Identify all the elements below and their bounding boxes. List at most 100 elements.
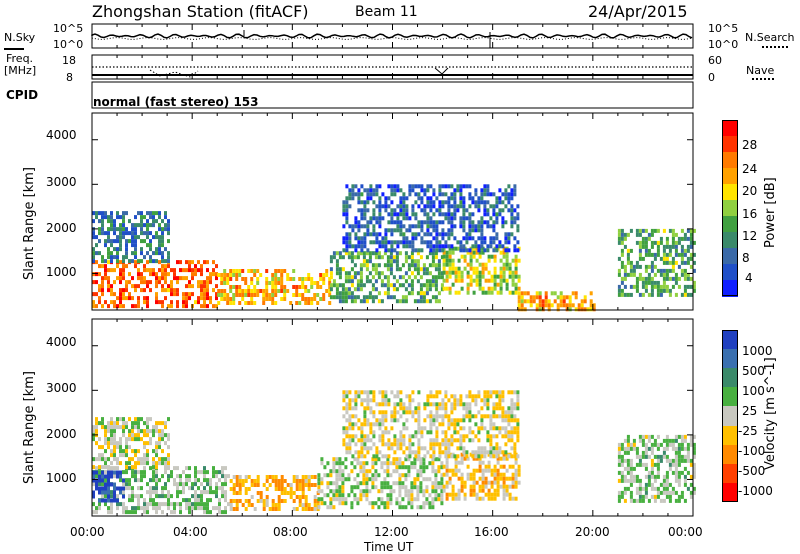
power-cell [335, 251, 339, 256]
velocity-cell [378, 402, 382, 407]
power-cell [541, 303, 545, 308]
power-cell [453, 208, 457, 213]
power-cell [671, 244, 675, 249]
power-cell [583, 299, 587, 304]
power-cell [477, 228, 481, 233]
velocity-cell [413, 481, 417, 486]
velocity-cell [469, 452, 473, 457]
power-cell [110, 239, 113, 244]
power-cell [620, 232, 624, 237]
velocity-cell [158, 421, 161, 426]
power-cell [274, 277, 278, 281]
power-cell [371, 275, 375, 280]
power-cell [374, 287, 378, 292]
power-cell [107, 231, 110, 236]
velocity-cell [356, 485, 360, 490]
power-cell [390, 212, 394, 217]
velocity-cell [98, 486, 101, 491]
power-cell [447, 212, 451, 217]
power-cell [483, 240, 487, 245]
velocity-cell [492, 454, 496, 459]
power-cell [389, 259, 393, 264]
power-cell [647, 272, 651, 277]
velocity-cell [440, 477, 444, 482]
power-cell [371, 263, 375, 268]
power-cell [206, 260, 209, 265]
power-cell [342, 236, 346, 241]
velocity-cell [372, 454, 376, 459]
velocity-cell [626, 478, 630, 483]
power-cell [405, 204, 409, 209]
velocity-cell [671, 458, 675, 463]
power-cell [149, 255, 152, 260]
power-cell [414, 212, 418, 217]
power-cell [550, 291, 554, 296]
velocity-cell [665, 442, 669, 447]
power-cell [338, 283, 342, 288]
power-cell [454, 274, 458, 279]
velocity-cell [113, 482, 116, 487]
velocity-cell [629, 474, 633, 479]
velocity-ytick-1000: 1000 [46, 471, 77, 485]
velocity-cell [95, 482, 98, 487]
velocity-cell [224, 494, 227, 499]
velocity-cell [508, 464, 512, 469]
power-cell [437, 299, 441, 304]
power-cell [220, 297, 224, 301]
power-cell [137, 284, 140, 289]
power-cell [295, 301, 299, 305]
power-cell [265, 293, 269, 297]
velocity-cell [492, 426, 496, 431]
power-cell [635, 280, 639, 285]
power-cell [232, 273, 236, 277]
velocity-cell [200, 494, 203, 499]
velocity-cell [413, 497, 417, 502]
velocity-cell [434, 481, 438, 486]
power-cell [492, 228, 496, 233]
power-cell [665, 260, 669, 265]
power-cell [445, 254, 449, 259]
power-cell [271, 301, 275, 305]
velocity-cell [122, 494, 125, 499]
cb-power-frame [722, 120, 738, 296]
velocity-cell [441, 450, 445, 455]
velocity-cell [481, 460, 485, 465]
velocity-ylabel: Slant Range [km] [22, 371, 37, 484]
power-cell [158, 260, 161, 265]
power-cell [101, 292, 104, 297]
power-cell [325, 289, 329, 293]
power-cell [348, 240, 352, 245]
power-cell [440, 275, 444, 280]
velocity-cell [386, 493, 390, 498]
velocity-cell [408, 434, 412, 439]
velocity-cell [653, 474, 657, 479]
power-cell [686, 256, 690, 261]
power-cell [206, 304, 209, 309]
velocity-cell [472, 488, 476, 493]
velocity-cell [516, 390, 520, 395]
velocity-cell [399, 398, 403, 403]
power-cell [650, 276, 654, 281]
velocity-cell [348, 390, 352, 395]
power-cell [134, 235, 137, 240]
velocity-cell [475, 456, 479, 461]
velocity-cell [629, 462, 633, 467]
power-cell [286, 273, 290, 277]
power-cell [250, 289, 254, 293]
power-cell [447, 244, 451, 249]
power-cell [434, 295, 438, 300]
velocity-cell [410, 481, 414, 486]
power-cell [167, 227, 170, 232]
velocity-cell [256, 479, 260, 483]
power-cell [480, 188, 484, 193]
power-cell [203, 280, 206, 285]
power-cell [116, 247, 119, 252]
velocity-cell [176, 502, 179, 507]
power-cell [523, 299, 527, 304]
velocity-cell [221, 474, 224, 479]
power-cell [244, 293, 248, 297]
power-cell [448, 254, 452, 259]
power-cell [441, 244, 445, 249]
power-cell [468, 248, 472, 253]
power-cell [659, 268, 663, 273]
